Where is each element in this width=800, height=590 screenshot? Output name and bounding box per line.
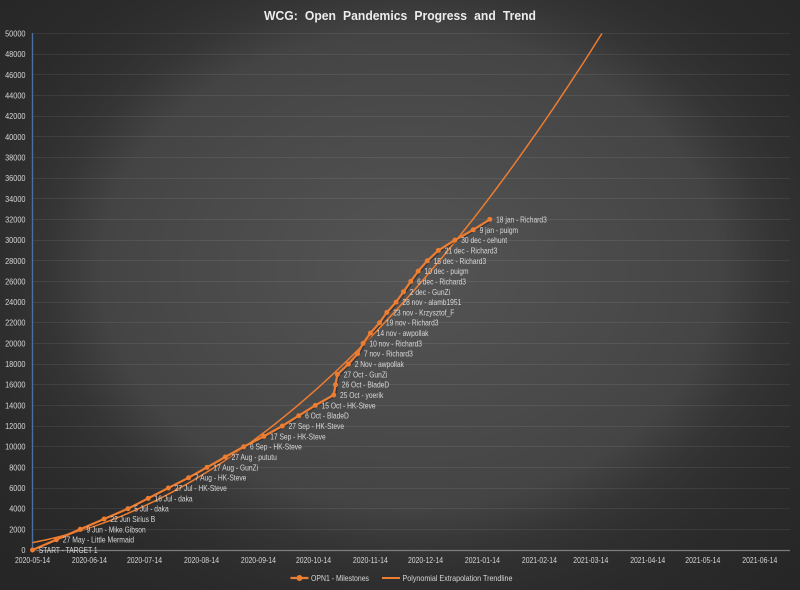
svg-text:2 Nov - awpollak: 2 Nov - awpollak: [355, 359, 405, 369]
svg-text:9 Jun - Mike.Gibson: 9 Jun - Mike.Gibson: [87, 524, 146, 534]
svg-text:2020-11-14: 2020-11-14: [353, 555, 388, 565]
svg-text:6 Oct - BladeD: 6 Oct - BladeD: [305, 411, 349, 421]
svg-text:4000: 4000: [9, 504, 26, 514]
svg-text:15 dec - Richard3: 15 dec - Richard3: [434, 256, 487, 266]
svg-text:6000: 6000: [9, 483, 26, 493]
svg-text:48000: 48000: [5, 49, 26, 59]
svg-text:2 dec - GunZi: 2 dec - GunZi: [410, 287, 450, 297]
svg-text:21 dec - Richard3: 21 dec - Richard3: [445, 245, 498, 255]
svg-text:22 Jun Sirius B: 22 Jun Sirius B: [110, 514, 155, 524]
svg-text:WCG: Open Pandemics Progress a: WCG: Open Pandemics Progress and Trend: [264, 8, 536, 23]
svg-text:10000: 10000: [5, 442, 26, 452]
svg-text:12000: 12000: [5, 421, 26, 431]
svg-text:2021-01-14: 2021-01-14: [465, 555, 500, 565]
svg-text:2021-04-14: 2021-04-14: [630, 555, 665, 565]
svg-text:22000: 22000: [5, 318, 26, 328]
svg-text:START - TARGET 1: START - TARGET 1: [39, 545, 98, 555]
svg-text:27 Sep - HK-Steve: 27 Sep - HK-Steve: [289, 421, 345, 431]
svg-text:19 nov - Richard3: 19 nov - Richard3: [386, 318, 439, 328]
svg-text:5 Jul - daka: 5 Jul - daka: [134, 504, 169, 514]
svg-text:40000: 40000: [5, 132, 26, 142]
svg-text:10 dec - puigm: 10 dec - puigm: [425, 266, 469, 276]
svg-text:6 dec - Richard3: 6 dec - Richard3: [417, 276, 466, 286]
svg-text:0: 0: [21, 545, 25, 555]
svg-text:2020-12-14: 2020-12-14: [408, 555, 443, 565]
svg-text:2021-02-14: 2021-02-14: [522, 555, 557, 565]
svg-text:2020-05-14: 2020-05-14: [15, 555, 50, 565]
svg-text:18 jan - Richard3: 18 jan - Richard3: [496, 214, 547, 224]
svg-text:24000: 24000: [5, 297, 26, 307]
svg-text:28 nov - alamb1951: 28 nov - alamb1951: [402, 297, 461, 307]
svg-text:50000: 50000: [5, 29, 26, 39]
svg-text:7 nov - Richard3: 7 nov - Richard3: [364, 349, 413, 359]
svg-text:14000: 14000: [5, 400, 26, 410]
svg-text:30 dec - cehunt: 30 dec - cehunt: [461, 235, 507, 245]
svg-text:2020-09-14: 2020-09-14: [241, 555, 276, 565]
svg-text:9 jan - puigm: 9 jan - puigm: [480, 225, 518, 235]
svg-text:15 Oct - HK-Steve: 15 Oct - HK-Steve: [322, 400, 376, 410]
svg-text:2000: 2000: [9, 524, 26, 534]
svg-text:Polynomial Extrapolation Trend: Polynomial Extrapolation Trendline: [403, 573, 513, 583]
svg-text:26 Oct - BladeD: 26 Oct - BladeD: [342, 380, 389, 390]
svg-text:36000: 36000: [5, 173, 26, 183]
svg-text:17 Aug - GunZi: 17 Aug - GunZi: [213, 462, 258, 472]
svg-text:16000: 16000: [5, 380, 26, 390]
svg-text:2020-06-14: 2020-06-14: [72, 555, 107, 565]
svg-text:17 Sep - HK-Steve: 17 Sep - HK-Steve: [270, 431, 326, 441]
svg-text:8000: 8000: [9, 462, 26, 472]
svg-text:23 nov - Krzysztof_F: 23 nov - Krzysztof_F: [393, 307, 454, 317]
svg-text:2020-08-14: 2020-08-14: [184, 555, 219, 565]
svg-text:38000: 38000: [5, 153, 26, 163]
svg-text:34000: 34000: [5, 194, 26, 204]
svg-text:28000: 28000: [5, 256, 26, 266]
svg-text:42000: 42000: [5, 111, 26, 121]
svg-text:6 Sep - HK-Steve: 6 Sep - HK-Steve: [250, 442, 302, 452]
svg-text:14 nov - awpollak: 14 nov - awpollak: [377, 328, 429, 338]
svg-text:26000: 26000: [5, 276, 26, 286]
svg-text:27 May - Little Mermaid: 27 May - Little Mermaid: [63, 535, 135, 545]
svg-text:27 Aug - pututu: 27 Aug - pututu: [232, 452, 277, 462]
svg-text:2021-06-14: 2021-06-14: [742, 555, 777, 565]
svg-text:7 Aug - HK-Steve: 7 Aug - HK-Steve: [195, 473, 247, 483]
svg-text:2021-03-14: 2021-03-14: [573, 555, 608, 565]
svg-text:46000: 46000: [5, 70, 26, 80]
svg-text:16 Jul - daka: 16 Jul - daka: [155, 493, 193, 503]
svg-text:2020-07-14: 2020-07-14: [127, 555, 162, 565]
svg-text:27 Oct - GunZi: 27 Oct - GunZi: [344, 369, 388, 379]
svg-text:30000: 30000: [5, 235, 26, 245]
svg-text:2021-05-14: 2021-05-14: [685, 555, 720, 565]
svg-text:32000: 32000: [5, 214, 26, 224]
svg-text:OPN1 - Milestones: OPN1 - Milestones: [311, 573, 369, 583]
svg-text:20000: 20000: [5, 338, 26, 348]
svg-text:44000: 44000: [5, 91, 26, 101]
svg-text:18000: 18000: [5, 359, 26, 369]
svg-text:27 Jul - HK-Steve: 27 Jul - HK-Steve: [175, 483, 227, 493]
svg-text:2020-10-14: 2020-10-14: [296, 555, 331, 565]
svg-text:10 nov - Richard3: 10 nov - Richard3: [369, 338, 422, 348]
svg-text:25 Oct - yoerik: 25 Oct - yoerik: [340, 390, 384, 400]
